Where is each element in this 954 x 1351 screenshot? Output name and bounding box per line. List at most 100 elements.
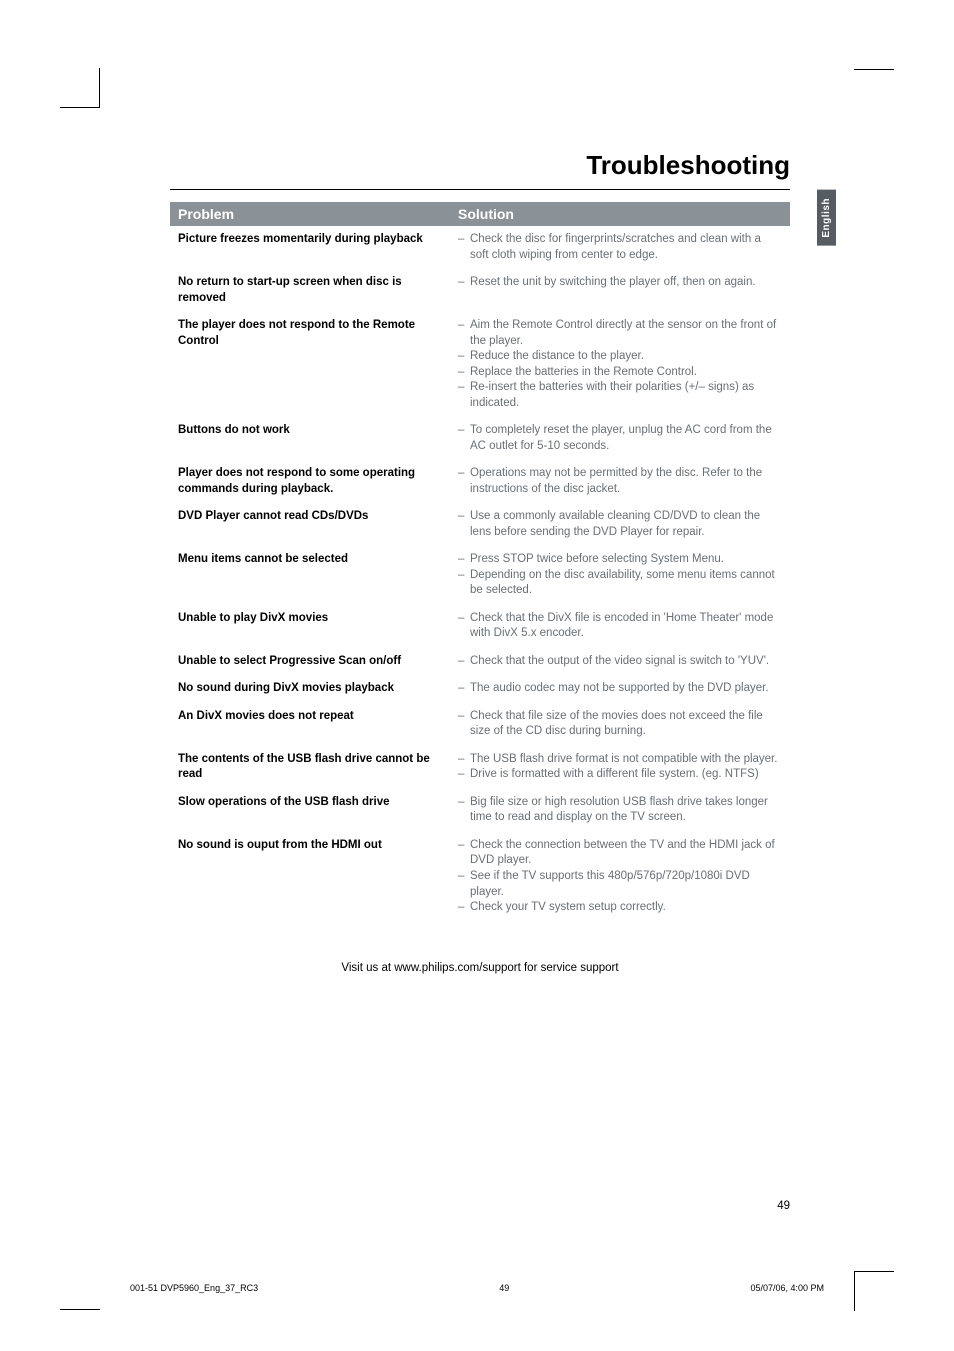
table-row: The contents of the USB flash drive cann… [170, 746, 790, 789]
header-problem: Problem [170, 202, 450, 226]
solution-text: Check that the output of the video signa… [470, 654, 782, 670]
dash-icon: – [458, 466, 470, 497]
solution-cell: –Operations may not be permitted by the … [450, 466, 790, 497]
solution-text: Depending on the disc availability, some… [470, 568, 782, 599]
table-row: DVD Player cannot read CDs/DVDs–Use a co… [170, 503, 790, 546]
solution-text: Re-insert the batteries with their polar… [470, 380, 782, 411]
solution-cell: –Aim the Remote Control directly at the … [450, 318, 790, 411]
table-header: Problem Solution [170, 202, 790, 226]
problem-cell: The player does not respond to the Remot… [170, 318, 450, 411]
solution-text: Press STOP twice before selecting System… [470, 552, 782, 568]
solution-cell: –Use a commonly available cleaning CD/DV… [450, 509, 790, 540]
problem-cell: No return to start-up screen when disc i… [170, 275, 450, 306]
solution-bullet: –To completely reset the player, unplug … [458, 423, 782, 454]
solution-text: The USB flash drive format is not compat… [470, 752, 782, 768]
solution-cell: –The audio codec may not be supported by… [450, 681, 790, 697]
dash-icon: – [458, 568, 470, 599]
dash-icon: – [458, 380, 470, 411]
table-row: The player does not respond to the Remot… [170, 312, 790, 417]
solution-cell: –Press STOP twice before selecting Syste… [450, 552, 790, 599]
solution-text: Use a commonly available cleaning CD/DVD… [470, 509, 782, 540]
table-row: No sound is ouput from the HDMI out–Chec… [170, 832, 790, 922]
dash-icon: – [458, 275, 470, 291]
language-tab: English [817, 190, 836, 246]
table-row: Player does not respond to some operatin… [170, 460, 790, 503]
dash-icon: – [458, 900, 470, 916]
solution-text: Check the connection between the TV and … [470, 838, 782, 869]
solution-text: See if the TV supports this 480p/576p/72… [470, 869, 782, 900]
crop-mark [60, 1309, 100, 1311]
solution-cell: –Check the connection between the TV and… [450, 838, 790, 916]
solution-text: Check that the DivX file is encoded in '… [470, 611, 782, 642]
table-row: No return to start-up screen when disc i… [170, 269, 790, 312]
dash-icon: – [458, 552, 470, 568]
solution-cell: –Big file size or high resolution USB fl… [450, 795, 790, 826]
problem-cell: Unable to select Progressive Scan on/off [170, 654, 450, 670]
solution-bullet: –Press STOP twice before selecting Syste… [458, 552, 782, 568]
footer-note: Visit us at www.philips.com/support for … [170, 962, 790, 974]
dash-icon: – [458, 752, 470, 768]
solution-cell: –Reset the unit by switching the player … [450, 275, 790, 306]
solution-text: Check that file size of the movies does … [470, 709, 782, 740]
solution-bullet: –Reduce the distance to the player. [458, 349, 782, 365]
table-row: No sound during DivX movies playback–The… [170, 675, 790, 703]
crop-mark [854, 1271, 894, 1311]
solution-cell: –Check that the DivX file is encoded in … [450, 611, 790, 642]
problem-cell: Player does not respond to some operatin… [170, 466, 450, 497]
table-row: Buttons do not work –To completely reset … [170, 417, 790, 460]
dash-icon: – [458, 654, 470, 670]
rows-container: Picture freezes momentarily during playb… [170, 226, 790, 922]
problem-cell: Slow operations of the USB flash drive [170, 795, 450, 826]
table-row: An DivX movies does not repeat–Check tha… [170, 703, 790, 746]
page-number: 49 [777, 1200, 790, 1212]
solution-bullet: –Check the disc for fingerprints/scratch… [458, 232, 782, 263]
dash-icon: – [458, 349, 470, 365]
solution-bullet: –Check that the DivX file is encoded in … [458, 611, 782, 642]
divider [170, 189, 790, 190]
solution-cell: –Check the disc for fingerprints/scratch… [450, 232, 790, 263]
dash-icon: – [458, 709, 470, 740]
table-row: Picture freezes momentarily during playb… [170, 226, 790, 269]
solution-bullet: –Depending on the disc availability, som… [458, 568, 782, 599]
solution-bullet: –Check the connection between the TV and… [458, 838, 782, 869]
solution-bullet: –See if the TV supports this 480p/576p/7… [458, 869, 782, 900]
table-row: Slow operations of the USB flash drive –B… [170, 789, 790, 832]
dash-icon: – [458, 611, 470, 642]
solution-bullet: –Check that the output of the video sign… [458, 654, 782, 670]
solution-cell: –To completely reset the player, unplug … [450, 423, 790, 454]
solution-text: Aim the Remote Control directly at the s… [470, 318, 782, 349]
solution-bullet: –The audio codec may not be supported by… [458, 681, 782, 697]
dash-icon: – [458, 767, 470, 783]
solution-bullet: –Use a commonly available cleaning CD/DV… [458, 509, 782, 540]
solution-text: Check your TV system setup correctly. [470, 900, 782, 916]
print-footer-right: 05/07/06, 4:00 PM [750, 1283, 824, 1293]
solution-cell: –The USB flash drive format is not compa… [450, 752, 790, 783]
solution-text: Replace the batteries in the Remote Cont… [470, 365, 782, 381]
solution-bullet: –Reset the unit by switching the player … [458, 275, 782, 291]
solution-cell: –Check that the output of the video sign… [450, 654, 790, 670]
table-row: Menu items cannot be selected–Press STOP… [170, 546, 790, 605]
solution-text: Check the disc for fingerprints/scratche… [470, 232, 782, 263]
dash-icon: – [458, 423, 470, 454]
dash-icon: – [458, 795, 470, 826]
solution-bullet: –The USB flash drive format is not compa… [458, 752, 782, 768]
solution-text: Operations may not be permitted by the d… [470, 466, 782, 497]
dash-icon: – [458, 681, 470, 697]
problem-cell: No sound during DivX movies playback [170, 681, 450, 697]
print-footer-mid: 49 [499, 1283, 509, 1293]
dash-icon: – [458, 509, 470, 540]
problem-cell: Buttons do not work [170, 423, 450, 454]
solution-bullet: –Drive is formatted with a different fil… [458, 767, 782, 783]
solution-bullet: –Big file size or high resolution USB fl… [458, 795, 782, 826]
solution-text: The audio codec may not be supported by … [470, 681, 782, 697]
problem-cell: Picture freezes momentarily during playb… [170, 232, 450, 263]
print-footer-left: 001-51 DVP5960_Eng_37_RC3 [130, 1283, 258, 1293]
solution-bullet: –Replace the batteries in the Remote Con… [458, 365, 782, 381]
dash-icon: – [458, 838, 470, 869]
crop-mark [60, 68, 100, 108]
page-content: Troubleshooting Problem Solution Picture… [170, 150, 790, 974]
problem-cell: The contents of the USB flash drive cann… [170, 752, 450, 783]
print-footer: 001-51 DVP5960_Eng_37_RC3 49 05/07/06, 4… [130, 1283, 824, 1293]
dash-icon: – [458, 232, 470, 263]
solution-bullet: –Check your TV system setup correctly. [458, 900, 782, 916]
